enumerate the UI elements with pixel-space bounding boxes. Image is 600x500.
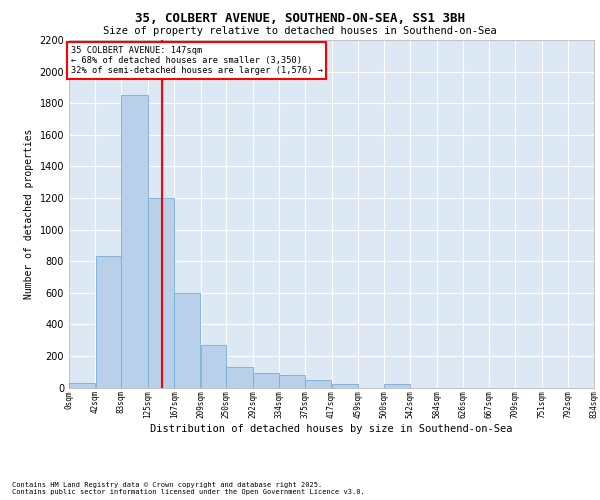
Bar [69,383,95,388]
Bar [280,375,305,388]
Y-axis label: Number of detached properties: Number of detached properties [24,128,34,299]
Bar [148,198,174,388]
Bar [121,96,148,388]
Bar [253,374,279,388]
Bar [384,384,410,388]
Bar [305,380,331,388]
Text: Contains HM Land Registry data © Crown copyright and database right 2025.
Contai: Contains HM Land Registry data © Crown c… [12,482,365,495]
Bar [95,256,121,388]
Text: Size of property relative to detached houses in Southend-on-Sea: Size of property relative to detached ho… [103,26,497,36]
Bar [200,345,226,388]
X-axis label: Distribution of detached houses by size in Southend-on-Sea: Distribution of detached houses by size … [150,424,513,434]
Bar [226,367,253,388]
Text: 35 COLBERT AVENUE: 147sqm
← 68% of detached houses are smaller (3,350)
32% of se: 35 COLBERT AVENUE: 147sqm ← 68% of detac… [71,46,323,76]
Text: 35, COLBERT AVENUE, SOUTHEND-ON-SEA, SS1 3BH: 35, COLBERT AVENUE, SOUTHEND-ON-SEA, SS1… [135,12,465,24]
Bar [332,384,358,388]
Bar [174,292,200,388]
